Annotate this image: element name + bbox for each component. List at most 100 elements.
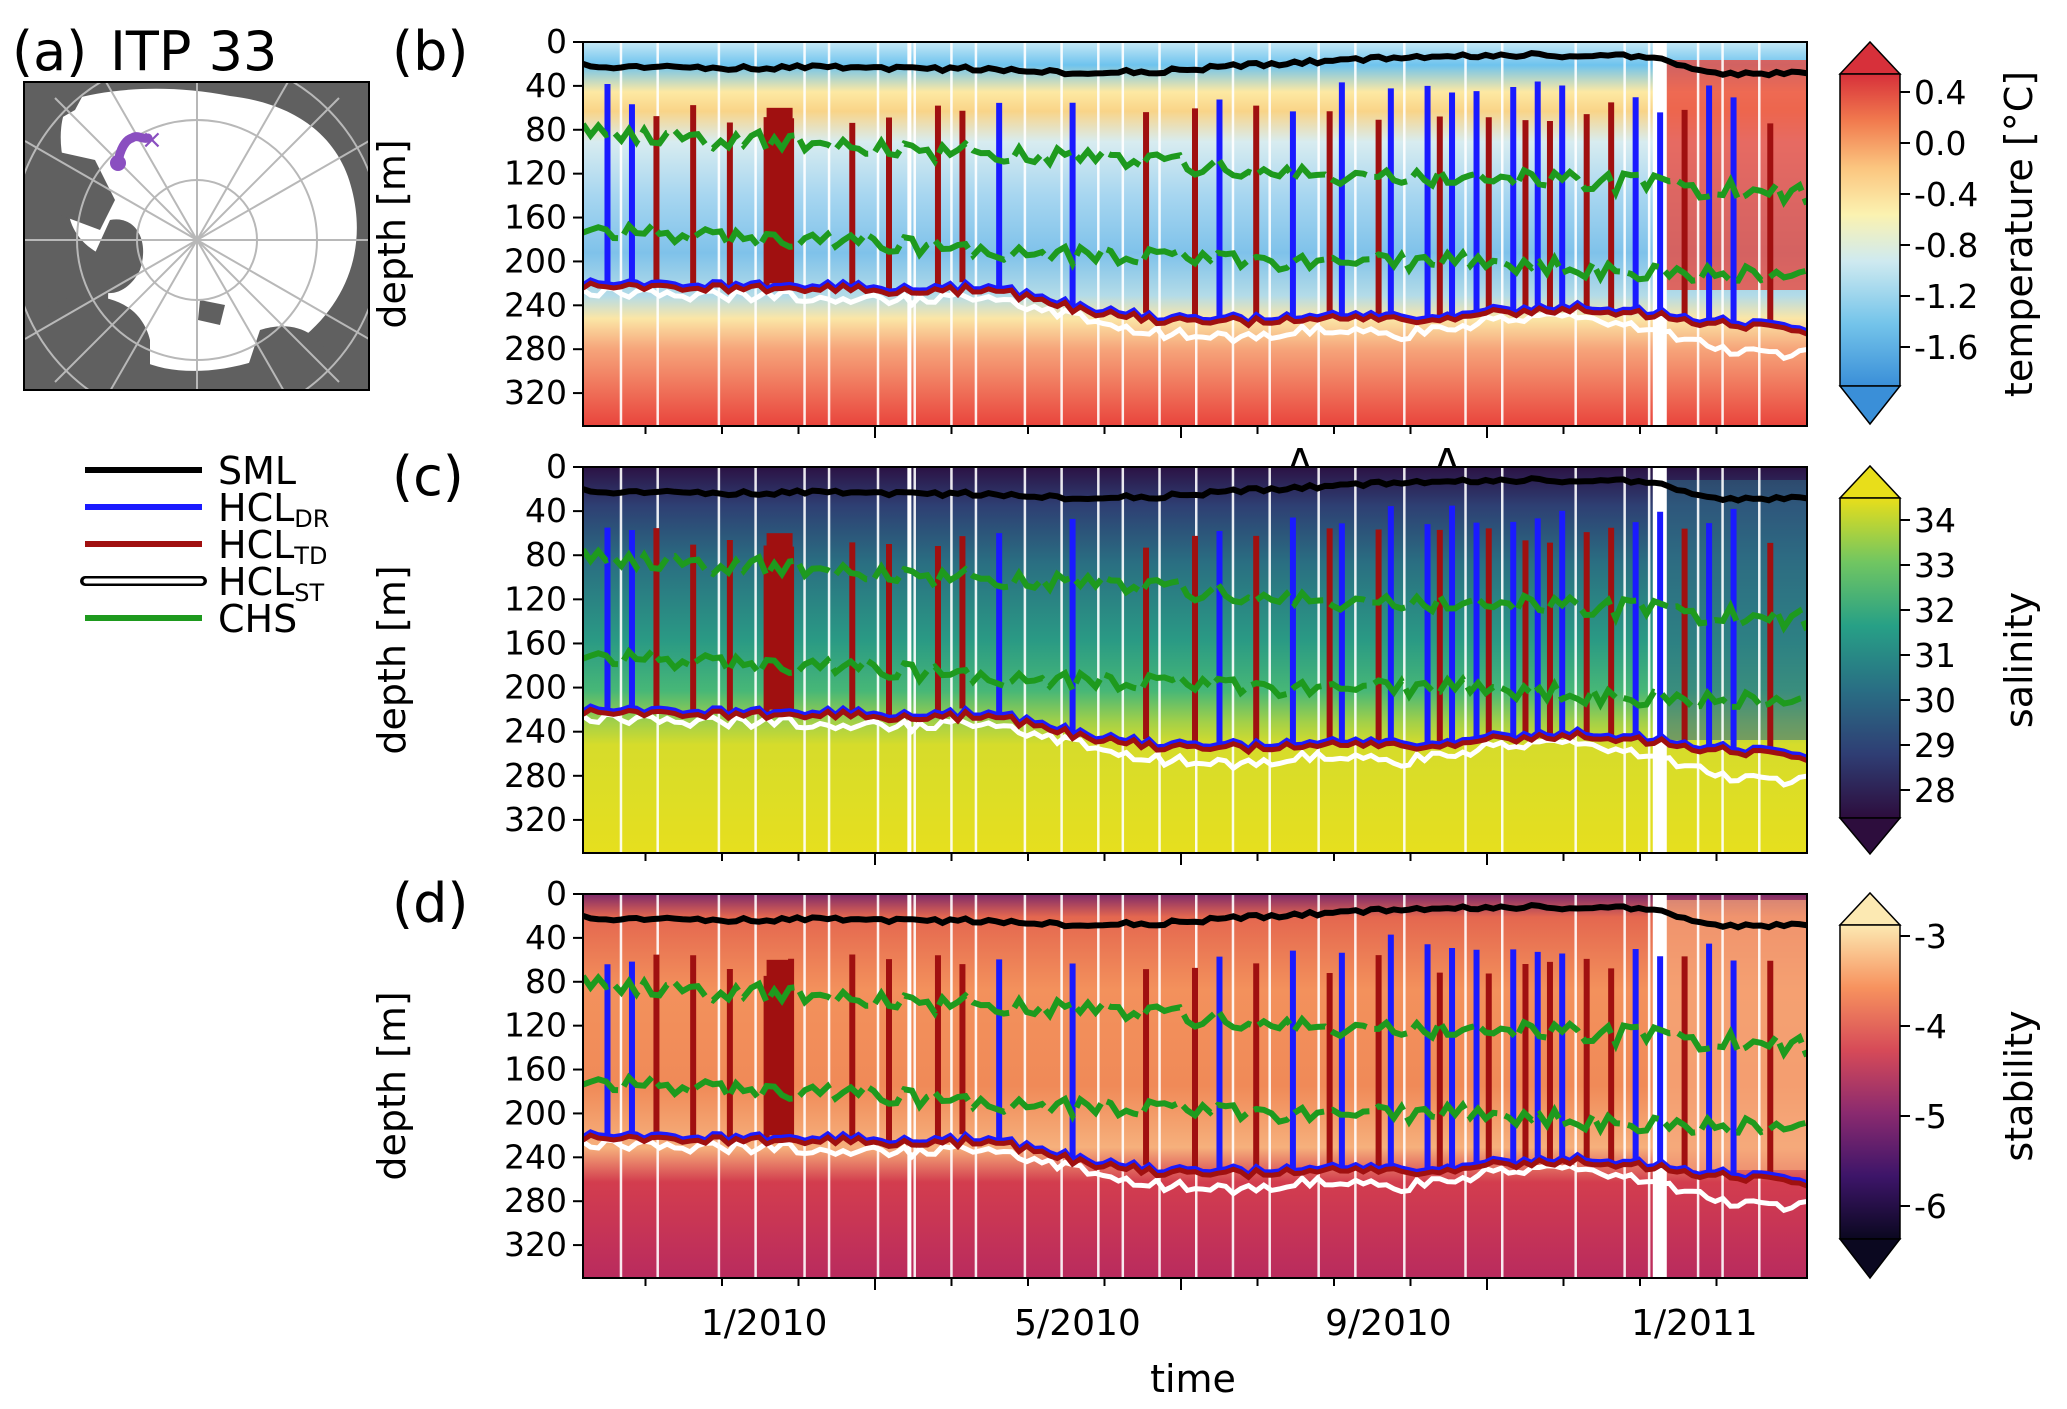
chs-upper-line — [583, 972, 1807, 1060]
chs-lower-line — [583, 220, 1807, 285]
data-gap — [619, 467, 623, 853]
data-gap — [1623, 42, 1626, 426]
legend-label-hcl_td: HCLTD — [218, 523, 327, 570]
map-graticule — [24, 82, 369, 390]
data-gap — [974, 894, 978, 1278]
colorbar-tick-label: 28 — [1914, 771, 1956, 810]
data-gap — [1403, 42, 1406, 426]
chs-lower-line — [583, 646, 1807, 711]
y-tick-label: 40 — [525, 66, 567, 105]
data-gap — [974, 467, 978, 853]
data-gap — [1721, 467, 1724, 853]
data-gap — [803, 894, 806, 1278]
data-gap — [950, 467, 953, 853]
panel-b: (b) 0 40 80 120 160 200 240 280 320 depth [m] 0.… — [370, 20, 2041, 438]
hcl-td-line — [583, 706, 1807, 763]
legend-subscript: ST — [294, 579, 324, 607]
panel-d-label: (d) — [392, 872, 468, 935]
colorbar-tick-label: -0.8 — [1914, 226, 1978, 265]
salinity-heatmap — [583, 467, 1807, 853]
svg-text:×: × — [141, 125, 163, 155]
data-gap — [1403, 894, 1406, 1278]
data-gap — [1354, 894, 1357, 1278]
y-tick-label: 0 — [546, 22, 567, 61]
panel-d-ylabel: depth [m] — [370, 991, 414, 1180]
colorbar-tick-label: -3 — [1914, 917, 1947, 956]
y-tick-label: 240 — [504, 1137, 567, 1176]
hcl-st-line — [583, 711, 1807, 788]
data-gap — [974, 42, 978, 426]
data-gap — [1158, 42, 1161, 426]
y-tick-label: 280 — [504, 756, 567, 795]
salinity-colorbar-label: salinity — [1997, 592, 2041, 728]
data-gap — [1501, 42, 1504, 426]
data-gap — [1758, 894, 1761, 1278]
data-gap — [913, 42, 916, 426]
data-gap — [907, 42, 912, 426]
hcl-td-line — [583, 1132, 1807, 1189]
y-tick-label: 160 — [504, 198, 567, 237]
colorbar-tick-label: 31 — [1914, 636, 1956, 675]
data-gap — [1464, 894, 1467, 1278]
data-gap — [754, 42, 757, 426]
data-gap — [754, 894, 757, 1278]
data-gap — [1097, 42, 1100, 426]
sml-line — [583, 475, 1807, 504]
stability-colorbar-label: stability — [1997, 1010, 2041, 1161]
y-tick-label: 120 — [504, 1006, 567, 1045]
panel-c: (c) 0 40 80 120 160 200 240 280 320 depth [m] 34… — [370, 445, 2041, 865]
colorbar-tick-label: 0.0 — [1914, 124, 1966, 163]
y-tick-label: 0 — [546, 874, 567, 913]
data-gap — [754, 467, 757, 853]
data-gap — [1574, 894, 1577, 1278]
legend-subscript: DR — [294, 505, 329, 533]
data-gap — [1501, 467, 1504, 853]
colorbar-tick-label: 34 — [1914, 501, 1956, 540]
data-gap — [1060, 467, 1063, 853]
y-tick-label: 320 — [504, 373, 567, 412]
panel-c-label: (c) — [392, 445, 464, 508]
data-gap — [1758, 467, 1761, 853]
legend-label-sml: SML — [218, 449, 296, 493]
colorbar-tick-label: 0.4 — [1914, 73, 1966, 112]
colorbar-tick-label: -1.2 — [1914, 277, 1978, 316]
data-gap — [1158, 894, 1161, 1278]
hcl-st-line — [583, 1137, 1807, 1214]
x-tick-label: 1/2010 — [701, 1303, 828, 1344]
data-gap — [876, 894, 880, 1278]
y-tick-label: 40 — [525, 491, 567, 530]
x-tick-label: 5/2010 — [1014, 1303, 1141, 1344]
hcl-st-line — [583, 285, 1807, 362]
y-tick-label: 120 — [504, 154, 567, 193]
y-tick-label: 160 — [504, 623, 567, 662]
data-gap — [1647, 894, 1651, 1278]
data-gap — [1121, 42, 1125, 426]
y-tick-label: 280 — [504, 329, 567, 368]
y-tick-label: 80 — [525, 962, 567, 1001]
y-tick-label: 120 — [504, 579, 567, 618]
chs-upper-line — [583, 120, 1807, 208]
y-tick-label: 160 — [504, 1050, 567, 1089]
y-tick-label: 240 — [504, 712, 567, 751]
y-tick-label: 40 — [525, 918, 567, 957]
data-gap — [1317, 894, 1320, 1278]
data-gap — [1501, 894, 1504, 1278]
x-tick-label: 9/2010 — [1325, 1303, 1452, 1344]
data-gap — [1354, 467, 1357, 853]
panel-d: (d) 0 40 80 120 160 200 240 280 320 depth [m] -3… — [370, 872, 2041, 1290]
temperature-colorbar-label: temperature [°C] — [1997, 71, 2041, 397]
y-tick-label: 320 — [504, 800, 567, 839]
data-gap — [1231, 467, 1235, 853]
chs-upper-line — [583, 546, 1807, 634]
arctic-map: × — [24, 82, 369, 390]
x-tick-label: 1/2011 — [1631, 1303, 1758, 1344]
data-gap — [1121, 894, 1125, 1278]
colorbar-tick-label: -6 — [1914, 1187, 1947, 1226]
y-tick-label: 80 — [525, 535, 567, 574]
y-tick-label: 240 — [504, 285, 567, 324]
data-gap — [1758, 42, 1761, 426]
y-tick-label: 80 — [525, 110, 567, 149]
legend-label-chs: CHS — [218, 597, 297, 641]
colorbar-tick-label: 30 — [1914, 681, 1956, 720]
